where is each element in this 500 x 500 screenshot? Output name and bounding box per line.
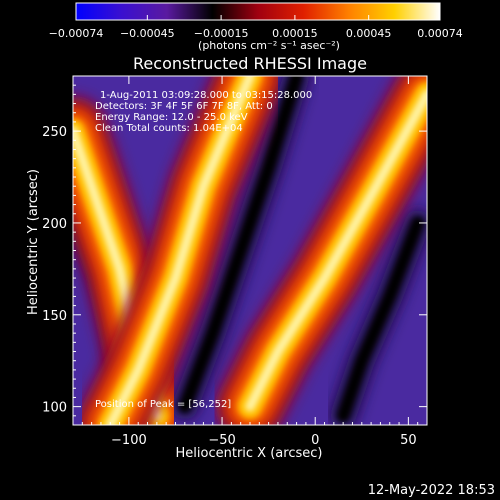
y-tick-label: 250 (42, 125, 67, 140)
x-tick-label: −100 (111, 433, 147, 448)
colorbar-ticks: −0.00074 −0.00045 −0.00015 0.00015 0.00045 0.… (49, 15, 463, 40)
colorbar-tick-label: 0.00074 (417, 27, 463, 40)
colorbar-unit-label: (photons cm⁻² s⁻¹ asec⁻²) (198, 39, 340, 52)
colorbar-tick-label: 0.00045 (346, 27, 392, 40)
detectors-annotation: Detectors: 3F 4F 5F 6F 7F 8F, Att: 0 (95, 101, 273, 112)
colorbar (75, 2, 441, 21)
dark-band (337, 216, 424, 422)
x-tick-label: 0 (311, 433, 319, 448)
bright-band (245, 89, 427, 412)
y-axis-label: Heliocentric Y (arcsec) (26, 169, 41, 315)
y-axis-ticks: 100 150 200 250 (42, 84, 427, 417)
emission-bands (73, 76, 427, 425)
image-area (73, 76, 427, 425)
chart-title: Reconstructed RHESSI Image (133, 54, 367, 73)
y-tick-label: 100 (42, 401, 67, 416)
x-tick-label: −50 (208, 433, 235, 448)
bright-band (105, 76, 255, 425)
peak-annotation: Position of Peak = [56,252] (95, 399, 231, 410)
x-axis-ticks: −100 −50 0 50 (81, 76, 419, 448)
colorbar-tick-label: −0.00074 (49, 27, 104, 40)
x-tick-label: 50 (400, 433, 417, 448)
y-tick-label: 150 (42, 309, 67, 324)
clean-annotation: Clean Total counts: 1.04E+04 (95, 123, 243, 134)
colorbar-tick-label: −0.00045 (120, 27, 175, 40)
y-tick-label: 200 (42, 217, 67, 232)
energy-annotation: Energy Range: 12.0 - 25.0 keV (95, 112, 248, 123)
dark-band (178, 76, 303, 413)
time-range-annotation: 1-Aug-2011 03:09:28.000 to 03:15:28.000 (100, 90, 312, 101)
footer-timestamp: 12-May-2022 18:53 (368, 483, 495, 498)
x-axis-label: Heliocentric X (arcsec) (176, 446, 323, 461)
colorbar-tick-label: 0.00015 (272, 27, 318, 40)
colorbar-tick-label: −0.00015 (194, 27, 249, 40)
